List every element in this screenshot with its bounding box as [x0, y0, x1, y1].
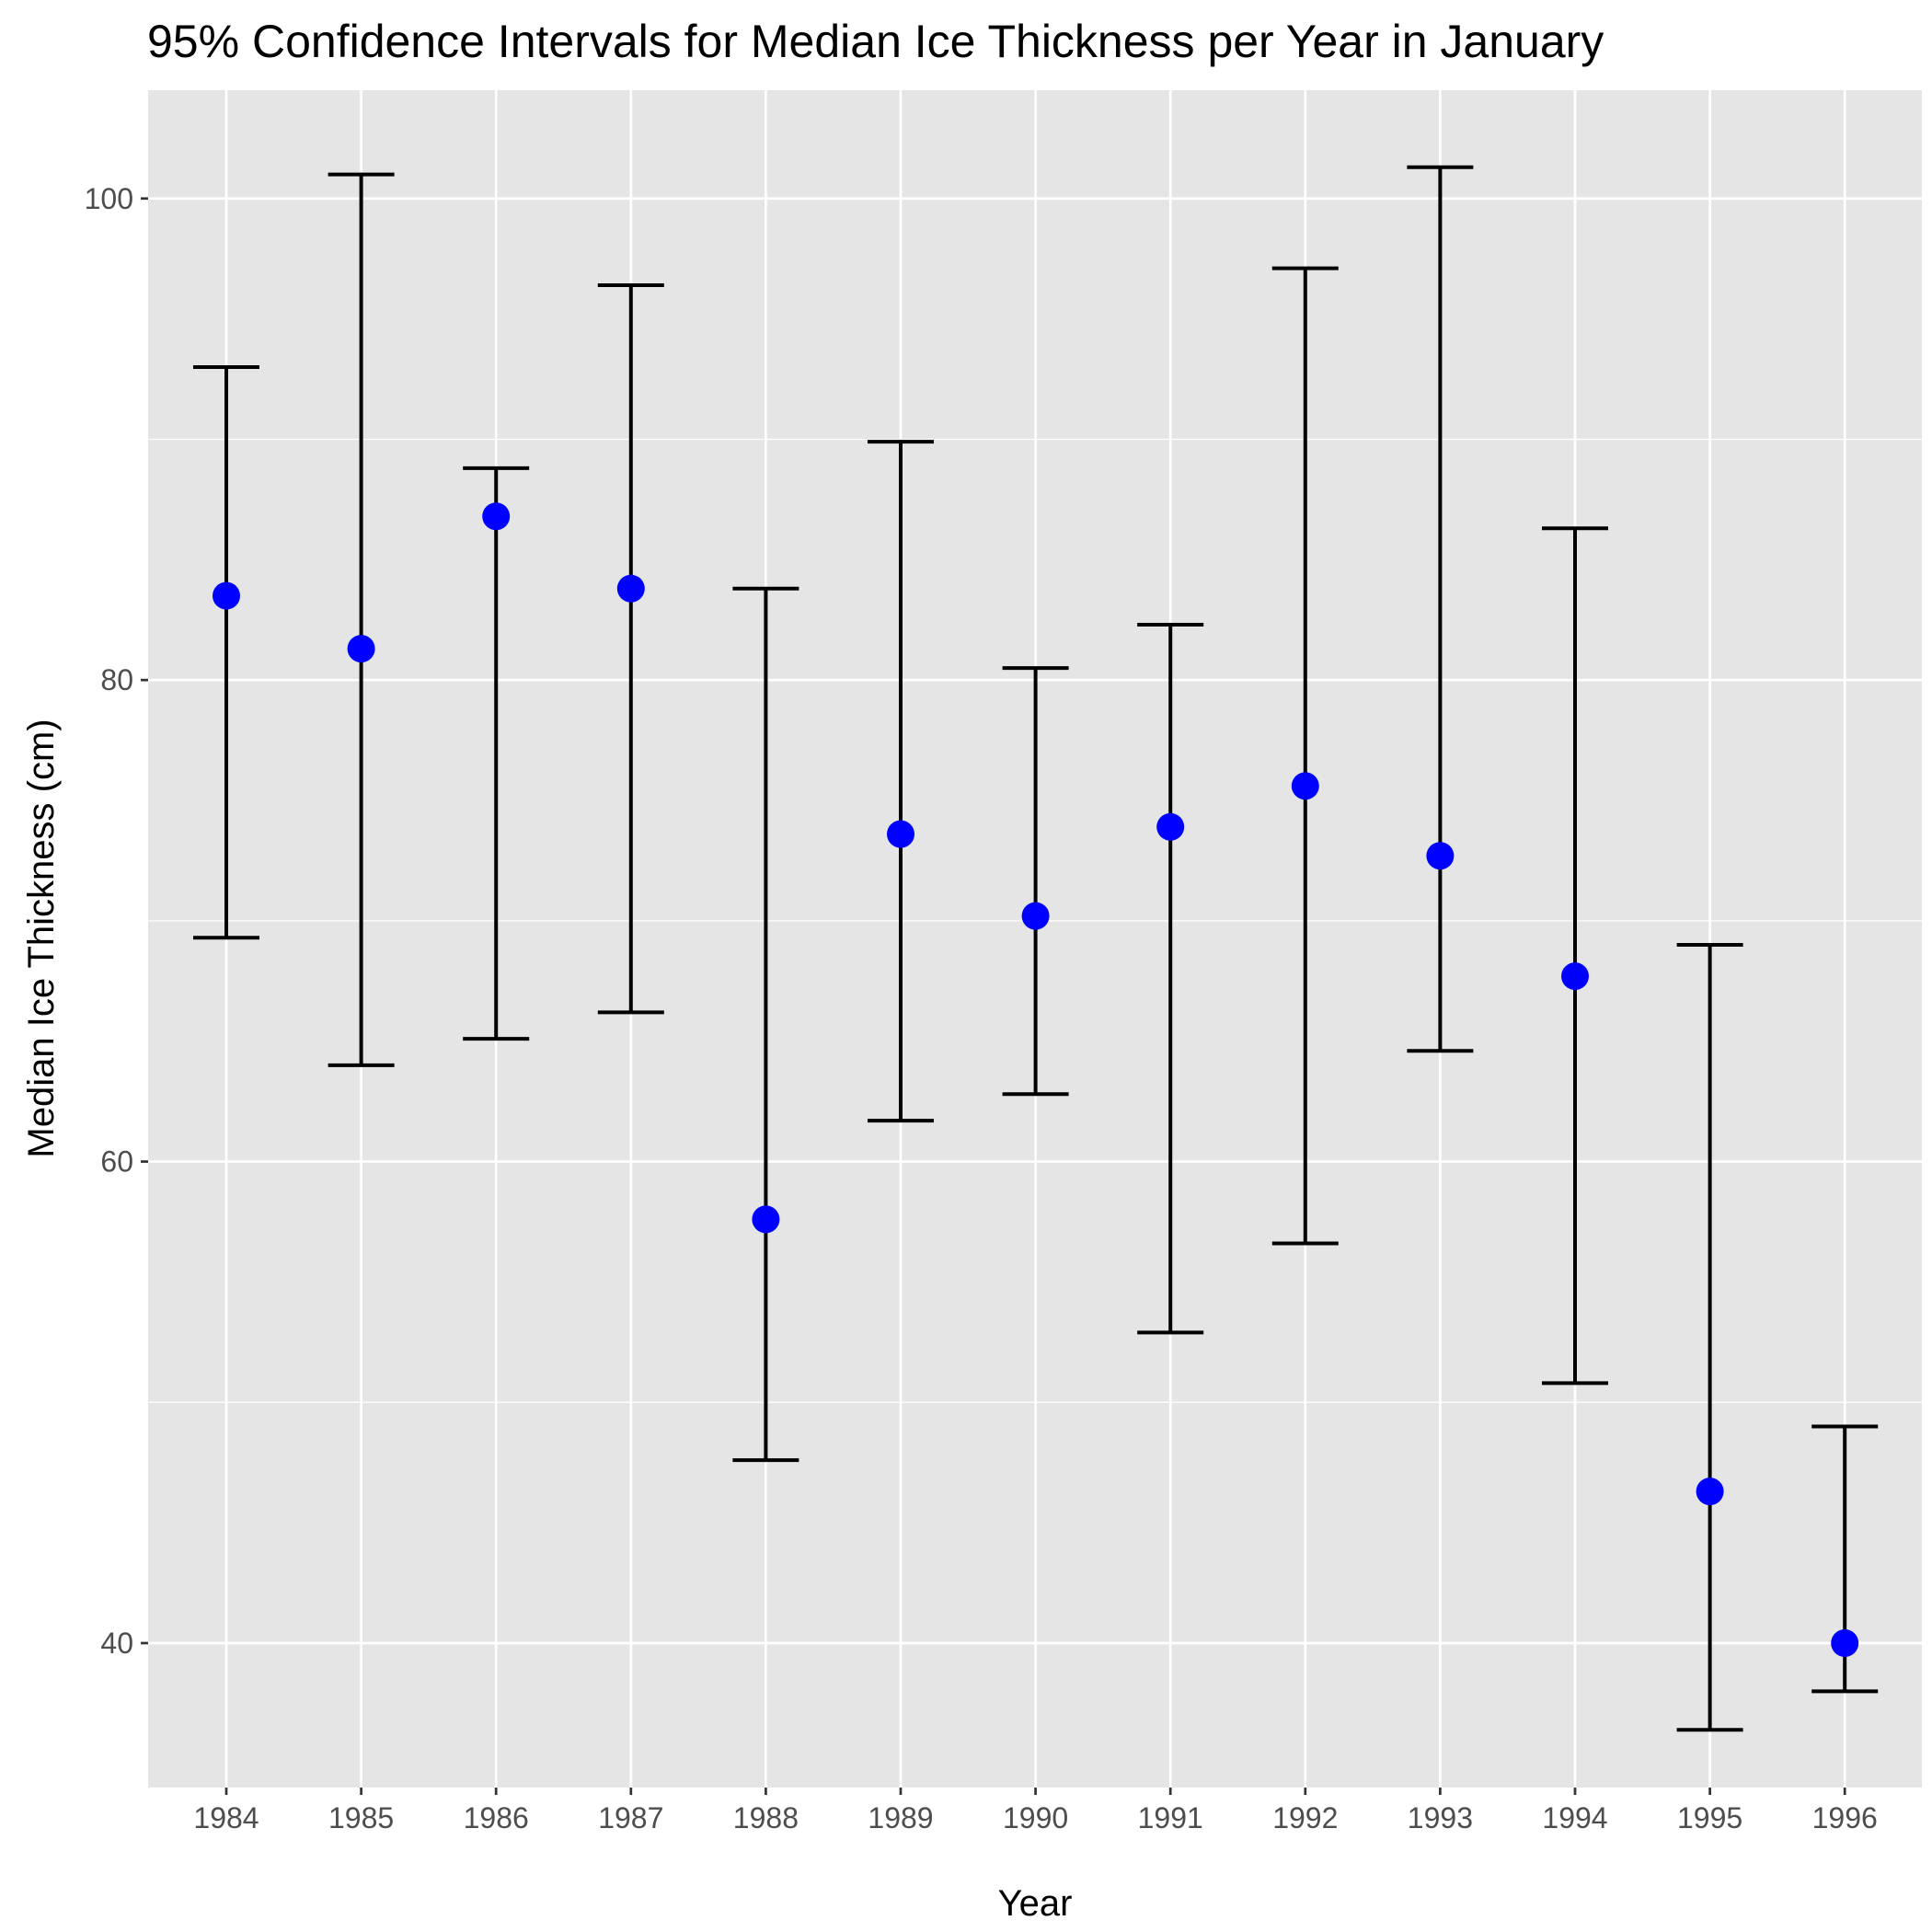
y-tick-labels: 40 60 80 100: [85, 182, 133, 1660]
error-bar: [193, 364, 259, 940]
median-point: [213, 581, 240, 610]
median-point: [1156, 812, 1185, 841]
median-point: [887, 820, 914, 848]
median-point: [482, 502, 511, 531]
error-bar: [1137, 622, 1204, 1335]
x-tick-label: 1993: [1408, 1801, 1473, 1834]
median-point: [616, 574, 645, 603]
x-tick-label: 1990: [1003, 1801, 1068, 1834]
error-bar: [1271, 266, 1339, 1246]
x-tick-labels: 1984 1985 1986 1987 1988 1989 1990 1991 1992 1993…: [193, 1801, 1877, 1834]
x-tick-label: 1984: [193, 1801, 259, 1834]
y-tick-label: 40: [100, 1627, 133, 1660]
x-tick-label: 1986: [464, 1801, 529, 1834]
error-bar: [1002, 666, 1069, 1097]
error-bar: [1407, 165, 1474, 1053]
x-tick-label: 1994: [1542, 1801, 1607, 1834]
y-axis-title: Median Ice Thickness (cm): [21, 719, 62, 1157]
x-tick-label: 1989: [868, 1801, 933, 1834]
error-bar: [868, 440, 934, 1123]
median-point: [1291, 772, 1319, 800]
x-tick-label: 1995: [1677, 1801, 1742, 1834]
y-tick-label: 80: [100, 663, 133, 696]
median-point: [347, 635, 375, 663]
x-tick-label: 1987: [598, 1801, 663, 1834]
error-bar: [463, 466, 530, 1041]
error-bar: [1676, 943, 1743, 1732]
median-point: [1831, 1628, 1859, 1657]
error-bar: [1542, 526, 1608, 1386]
error-bar: [732, 586, 799, 1463]
y-tick-label: 100: [85, 182, 133, 215]
median-point: [1561, 962, 1589, 991]
x-tick-label: 1992: [1272, 1801, 1338, 1834]
median-point: [1696, 1478, 1724, 1506]
x-axis-title: Year: [998, 1883, 1073, 1924]
x-tick-label: 1991: [1138, 1801, 1203, 1834]
axis-ticks: [141, 197, 1846, 1795]
error-bar: [328, 172, 395, 1067]
median-points: [213, 502, 1859, 1657]
median-point: [1426, 842, 1455, 870]
x-tick-label: 1996: [1812, 1801, 1878, 1834]
error-bar: [597, 282, 664, 1015]
median-point: [752, 1205, 780, 1234]
y-tick-label: 60: [100, 1145, 133, 1179]
chart-title: 95% Confidence Intervals for Median Ice …: [147, 16, 1604, 67]
x-tick-label: 1985: [328, 1801, 394, 1834]
x-tick-label: 1988: [733, 1801, 799, 1834]
median-point: [1021, 902, 1050, 930]
error-bars: [193, 165, 1879, 1732]
